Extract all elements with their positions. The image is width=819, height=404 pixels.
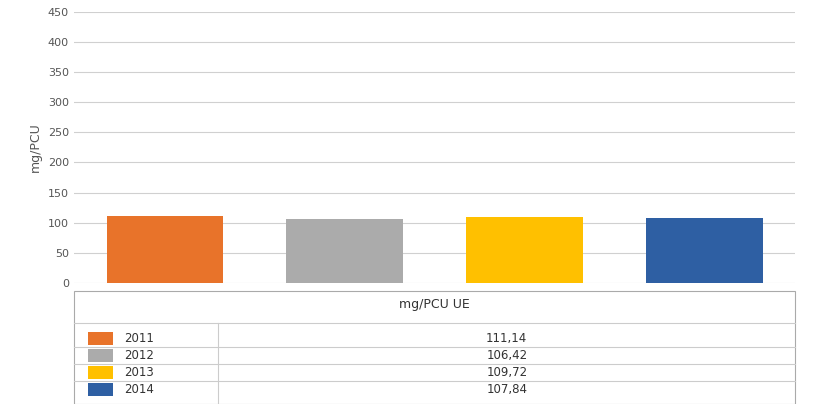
Bar xyxy=(88,383,113,396)
Text: 2012: 2012 xyxy=(124,349,154,362)
Y-axis label: mg/PCU: mg/PCU xyxy=(29,122,43,173)
Text: 111,14: 111,14 xyxy=(486,332,527,345)
Bar xyxy=(88,349,113,362)
Bar xyxy=(465,217,582,283)
Bar xyxy=(645,218,762,283)
Text: 2014: 2014 xyxy=(124,383,154,396)
Bar xyxy=(286,219,403,283)
Text: 2013: 2013 xyxy=(124,366,154,379)
Text: mg/PCU UE: mg/PCU UE xyxy=(399,298,469,311)
Text: 109,72: 109,72 xyxy=(486,366,527,379)
Bar xyxy=(106,216,223,283)
Bar xyxy=(88,366,113,379)
Text: 106,42: 106,42 xyxy=(486,349,527,362)
Text: 107,84: 107,84 xyxy=(486,383,527,396)
Bar xyxy=(88,332,113,345)
Text: 2011: 2011 xyxy=(124,332,154,345)
